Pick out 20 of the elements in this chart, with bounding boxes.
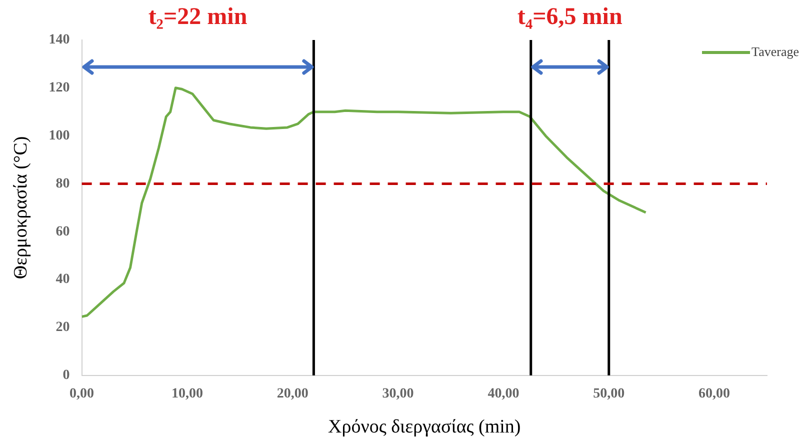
y-tick-label: 40: [56, 272, 70, 288]
x-tick-label: 30,00: [382, 386, 414, 402]
y-tick-label: 0: [62, 368, 70, 384]
x-tick-label: 40,00: [488, 386, 520, 402]
y-axis-title: Θερμοκρασία (°C): [10, 136, 32, 280]
text: t₂=22 min: [148, 4, 248, 31]
legend-label: Taverage: [752, 44, 799, 60]
y-tick-label: 20: [56, 320, 70, 336]
x-axis-title: Χρόνος διεργασίας (min): [328, 416, 521, 438]
y-tick-label: 60: [56, 224, 70, 240]
x-tick-label: 0,00: [70, 386, 94, 402]
y-tick-label: 100: [48, 128, 70, 144]
y-tick-label: 120: [48, 80, 70, 96]
x-tick-label: 60,00: [698, 386, 730, 402]
x-tick-label: 20,00: [276, 386, 308, 402]
text: t₄=6,5 min: [517, 4, 622, 31]
y-tick-label: 140: [48, 32, 70, 48]
x-tick-label: 50,00: [593, 386, 625, 402]
y-tick-label: 80: [56, 176, 70, 192]
x-tick-label: 10,00: [171, 386, 203, 402]
